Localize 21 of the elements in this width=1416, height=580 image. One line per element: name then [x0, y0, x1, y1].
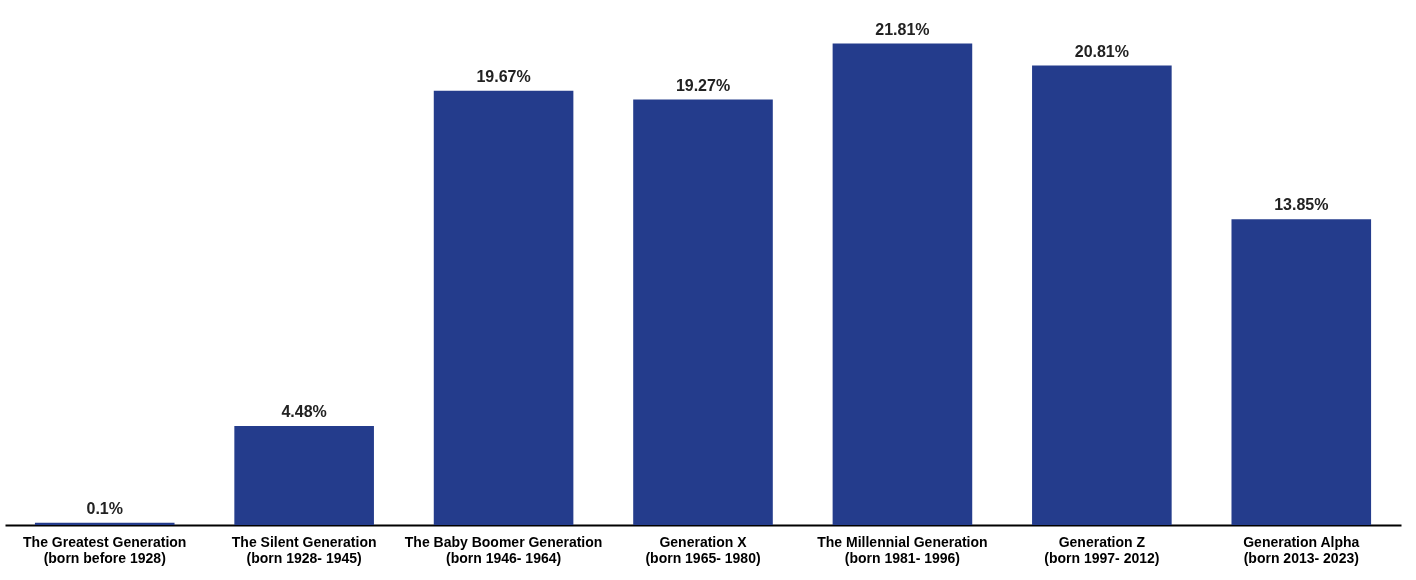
data-label: 19.67% [476, 67, 531, 85]
data-label: 21.81% [875, 20, 930, 38]
data-label: 0.1% [86, 499, 123, 517]
x-tick-label: Generation Alpha (born 2013- 2023) [1243, 533, 1360, 566]
bar [234, 426, 374, 525]
x-tick-label: Generation X (born 1965- 1980) [645, 533, 761, 566]
x-tick-label: The Millennial Generation (born 1981- 1996) [817, 533, 988, 566]
x-tick-label: The Greatest Generation (born before 1928) [23, 533, 187, 566]
bar [832, 43, 973, 525]
x-tick-label: The Baby Boomer Generation (born 1946- 1964) [404, 533, 603, 566]
data-label: 20.81% [1074, 42, 1129, 60]
bar [633, 99, 773, 525]
bar [1032, 65, 1172, 525]
data-label: 4.48% [281, 403, 327, 421]
data-label: 19.27% [675, 76, 731, 94]
data-label: 13.85% [1274, 196, 1329, 214]
x-tick-label: The Silent Generation (born 1928- 1945) [231, 533, 377, 566]
bar [34, 522, 175, 525]
x-tick-label: Generation Z (born 1997- 2012) [1044, 533, 1160, 566]
bar [433, 90, 574, 525]
bar [1231, 219, 1372, 525]
